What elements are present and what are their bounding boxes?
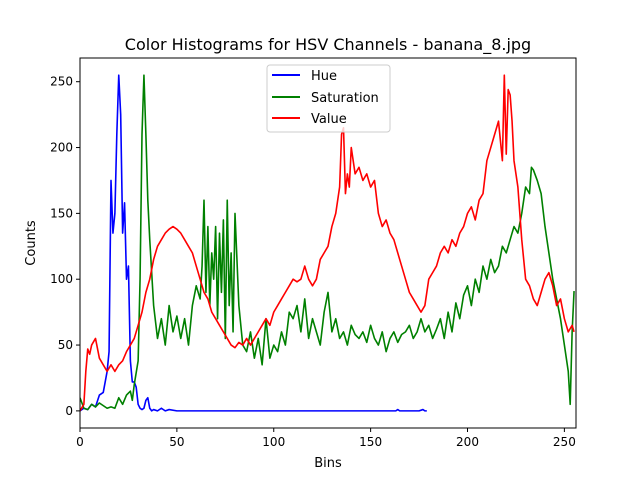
legend-hue-label: Hue [311, 69, 337, 84]
x-tick-label: 0 [76, 435, 84, 449]
tick-layer: 0 50 100 150 200 250 0 50 100 150 200 250 [50, 75, 576, 449]
plot-frame [79, 57, 577, 429]
series-line-hue [80, 74, 427, 412]
chart-title: Color Histograms for HSV Channels - bana… [125, 35, 531, 55]
y-tick-label: 250 [50, 75, 73, 89]
x-tick-label: 50 [169, 435, 184, 449]
y-axis-label: Counts [24, 220, 39, 266]
y-tick-label: 50 [58, 338, 73, 352]
x-tick-label: 100 [262, 435, 285, 449]
y-tick-label: 150 [50, 206, 73, 220]
series-layer [80, 74, 575, 412]
y-tick-label: 100 [50, 272, 73, 286]
legend: Hue Saturation Value [266, 64, 391, 133]
x-tick-label: 150 [359, 435, 382, 449]
x-tick-label: 250 [553, 435, 576, 449]
series-line-value [80, 74, 575, 412]
legend-saturation-label: Saturation [311, 91, 379, 106]
x-tick-label: 200 [456, 435, 479, 449]
x-axis-label: Bins [314, 456, 342, 471]
series-line-saturation [80, 74, 575, 411]
y-tick-label: 0 [65, 404, 73, 418]
y-tick-label: 200 [50, 141, 73, 155]
legend-box [266, 64, 391, 133]
legend-value-label: Value [311, 112, 347, 127]
